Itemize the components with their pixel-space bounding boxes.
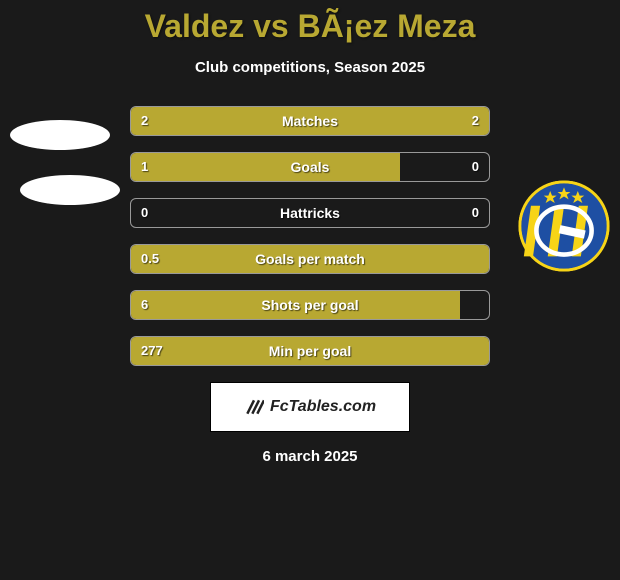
- stats-comparison-chart: 22Matches 10Goals 00Hattricks 0.5Goals per …: [130, 106, 490, 366]
- page-title: Valdez vs BÃ¡ez Meza: [0, 0, 620, 45]
- stat-label: Hattricks: [131, 199, 489, 227]
- club-badge-icon: [518, 180, 610, 272]
- player-left-avatar-placeholder-1: [10, 120, 110, 150]
- brand-logo-icon: [244, 397, 264, 417]
- brand-footer: FcTables.com: [210, 382, 410, 432]
- brand-label: FcTables.com: [270, 398, 376, 416]
- stat-row: 277Min per goal: [130, 336, 490, 366]
- stat-row: 22Matches: [130, 106, 490, 136]
- stat-row: 00Hattricks: [130, 198, 490, 228]
- stat-label: Goals: [131, 153, 489, 181]
- stat-row: 6Shots per goal: [130, 290, 490, 320]
- club-badge-right: [518, 180, 610, 272]
- generation-date: 6 march 2025: [0, 448, 620, 465]
- stat-label: Shots per goal: [131, 291, 489, 319]
- stat-label: Min per goal: [131, 337, 489, 365]
- stat-label: Matches: [131, 107, 489, 135]
- stat-row: 10Goals: [130, 152, 490, 182]
- player-left-avatar-placeholder-2: [20, 175, 120, 205]
- infographic-container: Valdez vs BÃ¡ez Meza Club competitions, …: [0, 0, 620, 580]
- stat-row: 0.5Goals per match: [130, 244, 490, 274]
- stat-label: Goals per match: [131, 245, 489, 273]
- page-subtitle: Club competitions, Season 2025: [0, 59, 620, 76]
